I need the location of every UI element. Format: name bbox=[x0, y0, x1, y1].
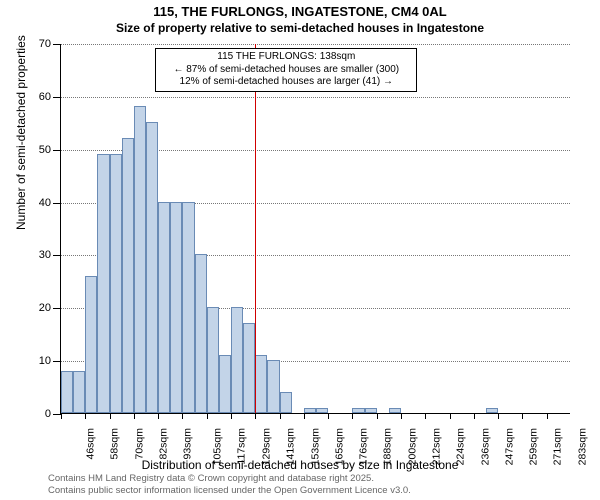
x-tick bbox=[328, 413, 329, 419]
x-tick bbox=[425, 413, 426, 419]
histogram-bar bbox=[158, 202, 170, 413]
x-tick bbox=[85, 413, 86, 419]
x-tick bbox=[110, 413, 111, 419]
y-tick bbox=[53, 255, 61, 256]
y-axis-label: Number of semi-detached properties bbox=[14, 35, 28, 230]
histogram-bar bbox=[170, 202, 182, 413]
reference-line bbox=[255, 44, 256, 413]
chart-area: 01020304050607046sqm58sqm70sqm82sqm93sqm… bbox=[60, 44, 570, 414]
histogram-bar bbox=[231, 307, 243, 413]
y-tick bbox=[53, 414, 61, 415]
y-tick-label: 50 bbox=[39, 144, 51, 156]
footer-line-2: Contains public sector information licen… bbox=[48, 485, 411, 496]
x-tick bbox=[207, 413, 208, 419]
x-tick bbox=[134, 413, 135, 419]
x-tick bbox=[450, 413, 451, 419]
x-tick-label: 70sqm bbox=[133, 428, 145, 460]
x-tick bbox=[547, 413, 548, 419]
histogram-bar bbox=[73, 371, 85, 413]
x-tick bbox=[498, 413, 499, 419]
x-tick bbox=[474, 413, 475, 419]
y-tick bbox=[53, 203, 61, 204]
histogram-bar bbox=[316, 408, 328, 413]
annot-line-2: ← 87% of semi-detached houses are smalle… bbox=[160, 64, 412, 77]
x-tick bbox=[522, 413, 523, 419]
histogram-bar bbox=[61, 371, 73, 413]
x-tick bbox=[231, 413, 232, 419]
footer-line-1: Contains HM Land Registry data © Crown c… bbox=[48, 473, 411, 484]
y-tick-label: 70 bbox=[39, 38, 51, 50]
y-tick bbox=[53, 44, 61, 45]
histogram-bar bbox=[134, 106, 146, 413]
histogram-bar bbox=[486, 408, 498, 413]
histogram-bar bbox=[182, 202, 194, 413]
gridline bbox=[61, 97, 570, 98]
histogram-bar bbox=[219, 355, 231, 413]
annotation-box: 115 THE FURLONGS: 138sqm← 87% of semi-de… bbox=[155, 48, 417, 92]
y-tick-label: 10 bbox=[39, 355, 51, 367]
histogram-bar bbox=[365, 408, 377, 413]
x-axis-label: Distribution of semi-detached houses by … bbox=[0, 458, 600, 472]
histogram-bar bbox=[352, 408, 364, 413]
x-tick bbox=[280, 413, 281, 419]
histogram-bar bbox=[195, 254, 207, 413]
annot-line-1: 115 THE FURLONGS: 138sqm bbox=[160, 51, 412, 64]
y-tick bbox=[53, 150, 61, 151]
histogram-bar bbox=[146, 122, 158, 413]
y-tick bbox=[53, 97, 61, 98]
x-tick bbox=[255, 413, 256, 419]
y-tick-label: 40 bbox=[39, 197, 51, 209]
title-line-1: 115, THE FURLONGS, INGATESTONE, CM4 0AL bbox=[0, 4, 600, 19]
histogram-bar bbox=[389, 408, 401, 413]
y-tick-label: 20 bbox=[39, 302, 51, 314]
histogram-bar bbox=[255, 355, 267, 413]
chart-title: 115, THE FURLONGS, INGATESTONE, CM4 0AL … bbox=[0, 0, 600, 35]
x-tick bbox=[401, 413, 402, 419]
histogram-bar bbox=[280, 392, 292, 413]
x-tick bbox=[182, 413, 183, 419]
x-tick-label: 58sqm bbox=[109, 428, 121, 460]
y-tick bbox=[53, 361, 61, 362]
histogram-bar bbox=[304, 408, 316, 413]
attribution-footer: Contains HM Land Registry data © Crown c… bbox=[48, 473, 411, 496]
y-tick-label: 0 bbox=[45, 408, 51, 420]
histogram-bar bbox=[122, 138, 134, 413]
histogram-bar bbox=[267, 360, 279, 413]
histogram-bar bbox=[110, 154, 122, 413]
x-tick bbox=[158, 413, 159, 419]
x-tick bbox=[377, 413, 378, 419]
histogram-bar bbox=[85, 276, 97, 413]
gridline bbox=[61, 44, 570, 45]
annot-line-3: 12% of semi-detached houses are larger (… bbox=[160, 76, 412, 89]
y-tick bbox=[53, 308, 61, 309]
histogram-bar bbox=[97, 154, 109, 413]
y-tick-label: 30 bbox=[39, 249, 51, 261]
title-line-2: Size of property relative to semi-detach… bbox=[0, 21, 600, 35]
y-tick-label: 60 bbox=[39, 91, 51, 103]
x-tick bbox=[352, 413, 353, 419]
x-tick bbox=[304, 413, 305, 419]
x-tick-label: 46sqm bbox=[85, 428, 97, 460]
x-tick-label: 93sqm bbox=[182, 428, 194, 460]
plot-region: 01020304050607046sqm58sqm70sqm82sqm93sqm… bbox=[60, 44, 570, 414]
histogram-bar bbox=[207, 307, 219, 413]
x-tick-label: 82sqm bbox=[157, 428, 169, 460]
histogram-bar bbox=[243, 323, 255, 413]
x-tick bbox=[61, 413, 62, 419]
